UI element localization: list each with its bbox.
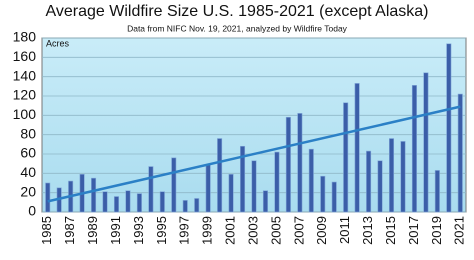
bar xyxy=(308,148,314,213)
bar xyxy=(228,174,234,213)
bar xyxy=(194,198,200,213)
bar xyxy=(400,141,406,213)
x-tick-label: 2021 xyxy=(452,216,467,245)
bar xyxy=(285,116,291,213)
bar xyxy=(125,190,131,213)
y-tick-label: 40 xyxy=(20,164,36,180)
bar xyxy=(251,160,257,213)
y-tick-label: 160 xyxy=(13,48,37,64)
bar xyxy=(297,113,303,213)
bar xyxy=(343,102,349,213)
x-tick-label: 2001 xyxy=(223,216,238,245)
x-tick-label: 2019 xyxy=(429,216,444,245)
chart-subtitle: Data from NIFC Nov. 19, 2021, analyzed b… xyxy=(127,23,348,33)
y-tick-label: 0 xyxy=(28,203,36,219)
bar xyxy=(91,177,97,213)
y-tick-label: 120 xyxy=(13,87,37,103)
x-tick-label: 2003 xyxy=(245,216,260,245)
x-tick-label: 2007 xyxy=(291,216,306,245)
bar xyxy=(366,150,372,213)
bar xyxy=(377,160,383,213)
bar xyxy=(205,164,211,213)
x-tick-label: 2009 xyxy=(314,216,329,245)
x-tick-label: 1989 xyxy=(85,216,100,245)
y-axis-label: Acres xyxy=(46,38,70,48)
x-tick-label: 2015 xyxy=(383,216,398,245)
bar xyxy=(320,175,326,213)
y-tick-label: 140 xyxy=(13,67,37,83)
bar xyxy=(182,200,188,213)
chart-title: Average Wildfire Size U.S. 1985-2021 (ex… xyxy=(45,3,428,20)
x-tick-label: 2005 xyxy=(268,216,283,245)
y-tick-label: 20 xyxy=(20,183,36,199)
x-tick-label: 1997 xyxy=(177,216,192,245)
y-tick-label: 80 xyxy=(20,125,36,141)
bar xyxy=(423,72,429,213)
x-tick-label: 1991 xyxy=(108,216,123,245)
bar xyxy=(389,138,395,213)
x-tick-label: 1987 xyxy=(62,216,77,245)
bar xyxy=(148,166,154,213)
bar xyxy=(113,196,119,213)
bar xyxy=(457,93,463,213)
y-tick-label: 180 xyxy=(13,29,37,45)
y-tick-label: 100 xyxy=(13,106,37,122)
y-tick-label: 60 xyxy=(20,145,36,161)
bar xyxy=(217,138,223,213)
x-tick-label: 1995 xyxy=(154,216,169,245)
bar xyxy=(171,157,177,213)
bar xyxy=(45,182,51,213)
x-tick-label: 2011 xyxy=(337,216,352,244)
bar xyxy=(411,85,417,213)
bar xyxy=(331,181,337,213)
x-tick-label: 2013 xyxy=(360,216,375,245)
bar xyxy=(446,43,452,213)
bar xyxy=(159,191,165,213)
x-tick-label: 1999 xyxy=(200,216,215,245)
bar xyxy=(240,145,246,213)
bar xyxy=(354,83,360,213)
bar xyxy=(274,151,280,213)
x-tick-label: 2017 xyxy=(406,216,421,245)
bar xyxy=(136,193,142,213)
bar xyxy=(102,191,108,213)
trendline xyxy=(47,105,461,203)
bar xyxy=(434,170,440,213)
x-tick-label: 1985 xyxy=(39,216,54,245)
bar xyxy=(262,190,268,213)
x-tick-label: 1993 xyxy=(131,216,146,245)
